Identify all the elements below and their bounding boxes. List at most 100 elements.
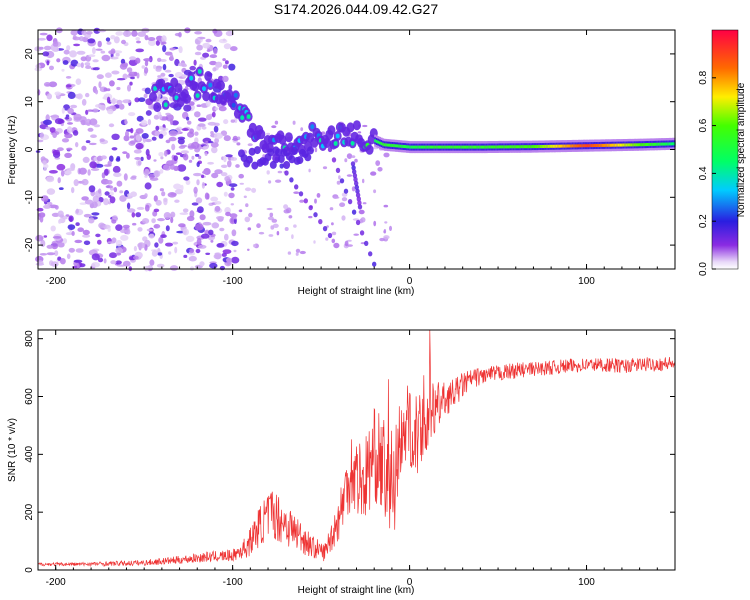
y-tick-label: -20 <box>24 237 35 252</box>
noise-speck <box>45 126 51 130</box>
noise-speck <box>158 236 164 244</box>
noise-speck <box>116 78 126 81</box>
noise-speck <box>325 237 329 241</box>
ridge-core <box>333 141 338 146</box>
noise-speck <box>244 187 252 192</box>
ridge-blob <box>280 148 288 157</box>
noise-speck <box>214 201 222 205</box>
noise-speck <box>198 117 207 122</box>
noise-speck <box>271 218 278 223</box>
ridge-core <box>390 143 393 147</box>
ridge-core <box>638 143 641 147</box>
noise-speck <box>61 138 70 143</box>
noise-speck <box>84 199 94 205</box>
noise-speck <box>199 214 206 221</box>
noise-speck <box>299 199 305 203</box>
noise-speck <box>71 231 75 236</box>
noise-speck <box>42 51 50 57</box>
noise-speck <box>316 193 321 198</box>
noise-speck <box>81 29 87 36</box>
noise-speck <box>346 153 353 160</box>
noise-speck <box>144 35 149 41</box>
streak-blob <box>364 240 369 246</box>
ridge-core <box>455 145 458 149</box>
noise-speck <box>153 208 160 213</box>
streak-blob <box>357 204 363 210</box>
ridge-core <box>606 143 609 147</box>
ridge-core <box>422 145 424 149</box>
noise-speck <box>65 76 72 79</box>
ridge-core <box>335 133 340 139</box>
colorbar-scale <box>711 29 739 270</box>
noise-speck <box>209 54 218 59</box>
ridge-core <box>414 145 416 149</box>
noise-speck <box>49 65 54 71</box>
noise-speck <box>144 175 148 178</box>
ridge-core <box>603 143 606 147</box>
streak-blob <box>355 192 361 198</box>
ridge-core <box>600 143 603 147</box>
noise-speck <box>144 182 152 190</box>
ridge-blob <box>217 80 225 91</box>
colorbar-label: Normalized spectral amplitude <box>736 82 747 217</box>
noise-speck <box>92 108 99 113</box>
noise-speck <box>197 123 206 127</box>
noise-speck <box>115 260 122 265</box>
ridge-core <box>417 145 420 149</box>
noise-speck <box>204 152 208 156</box>
ridge-core <box>630 143 633 147</box>
noise-speck <box>133 245 137 252</box>
noise-speck <box>121 39 126 45</box>
noise-speck <box>96 74 104 80</box>
noise-speck <box>116 180 123 187</box>
noise-speck <box>76 263 80 269</box>
noise-speck <box>314 147 318 153</box>
ridge-core <box>457 145 459 149</box>
noise-speck <box>331 222 334 226</box>
noise-speck <box>103 258 107 264</box>
noise-speck <box>189 248 195 254</box>
noise-speck <box>137 242 146 249</box>
noise-speck <box>167 192 177 198</box>
noise-speck <box>223 119 229 125</box>
noise-speck <box>243 195 247 199</box>
noise-speck <box>247 227 252 231</box>
noise-speck <box>175 152 182 155</box>
noise-speck <box>116 264 126 267</box>
noise-speck <box>111 219 117 224</box>
noise-speck <box>107 227 111 232</box>
noise-speck <box>204 192 209 200</box>
noise-speck <box>169 47 176 51</box>
ridge-core <box>423 145 426 149</box>
ridge-core <box>528 145 531 149</box>
ridge-core <box>581 144 584 148</box>
noise-speck <box>214 137 220 144</box>
noise-speck <box>57 210 64 218</box>
noise-speck <box>218 38 228 44</box>
ridge-core <box>592 144 595 148</box>
noise-speck <box>135 134 141 141</box>
ridge-core <box>616 143 619 147</box>
ridge-core <box>433 145 436 149</box>
noise-speck <box>231 229 237 237</box>
noise-speck <box>196 238 202 246</box>
ridge-core <box>410 145 413 149</box>
noise-speck <box>238 173 244 179</box>
noise-speck <box>101 54 111 62</box>
noise-speck <box>159 169 164 174</box>
streak-blob <box>355 188 360 194</box>
noise-speck <box>87 38 96 44</box>
noise-speck <box>275 179 282 183</box>
noise-speck <box>210 142 219 148</box>
noise-speck <box>111 97 116 105</box>
ridge-core <box>449 145 451 149</box>
noise-speck <box>122 224 130 229</box>
noise-speck <box>43 235 48 238</box>
noise-speck <box>83 213 92 218</box>
snr-ylabel: SNR (10 * v/v) <box>7 418 18 482</box>
ridge-core <box>431 145 434 149</box>
ridge-core <box>375 140 378 143</box>
ridge-core <box>549 144 552 148</box>
streak-blob <box>372 261 377 267</box>
